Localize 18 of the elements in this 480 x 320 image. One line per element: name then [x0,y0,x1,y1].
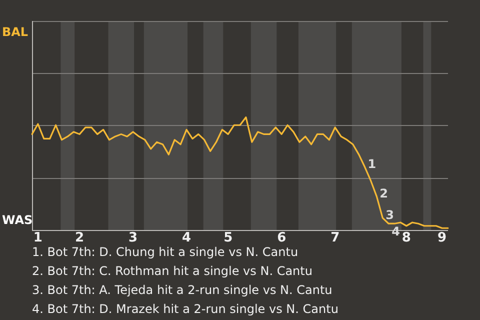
x-tick-label: 5 [224,230,233,246]
text: 3. Bot 7th: A. Tejeda hit a 2-run single vs N. Cantu [32,282,334,299]
x-tick-label: 6 [277,230,286,246]
x-tick-label: 8 [402,230,411,246]
x-tick-label: 9 [438,230,447,246]
annotation: WAS [2,213,33,228]
x-tick-label: 4 [182,230,192,246]
annotation: 2 [380,186,388,201]
text: 1. Bot 7th: D. Chung hit a single vs N. Cantu [32,245,298,259]
text: 2. Bot 7th: C. Rothman hit a single vs N. Cantu [32,263,314,280]
text: BAL [2,25,28,39]
annotation: 3 [386,208,394,222]
x-tick-label: 2 [75,230,84,246]
text: 4. Bot 7th: D. Mrazek hit a 2-run single vs N. Cantu [32,301,338,318]
x-tick-label: 7 [330,230,340,246]
x-tick-label: 3 [128,230,138,246]
x-tick-label: 1 [33,230,42,246]
annotation: 1 [368,157,376,172]
